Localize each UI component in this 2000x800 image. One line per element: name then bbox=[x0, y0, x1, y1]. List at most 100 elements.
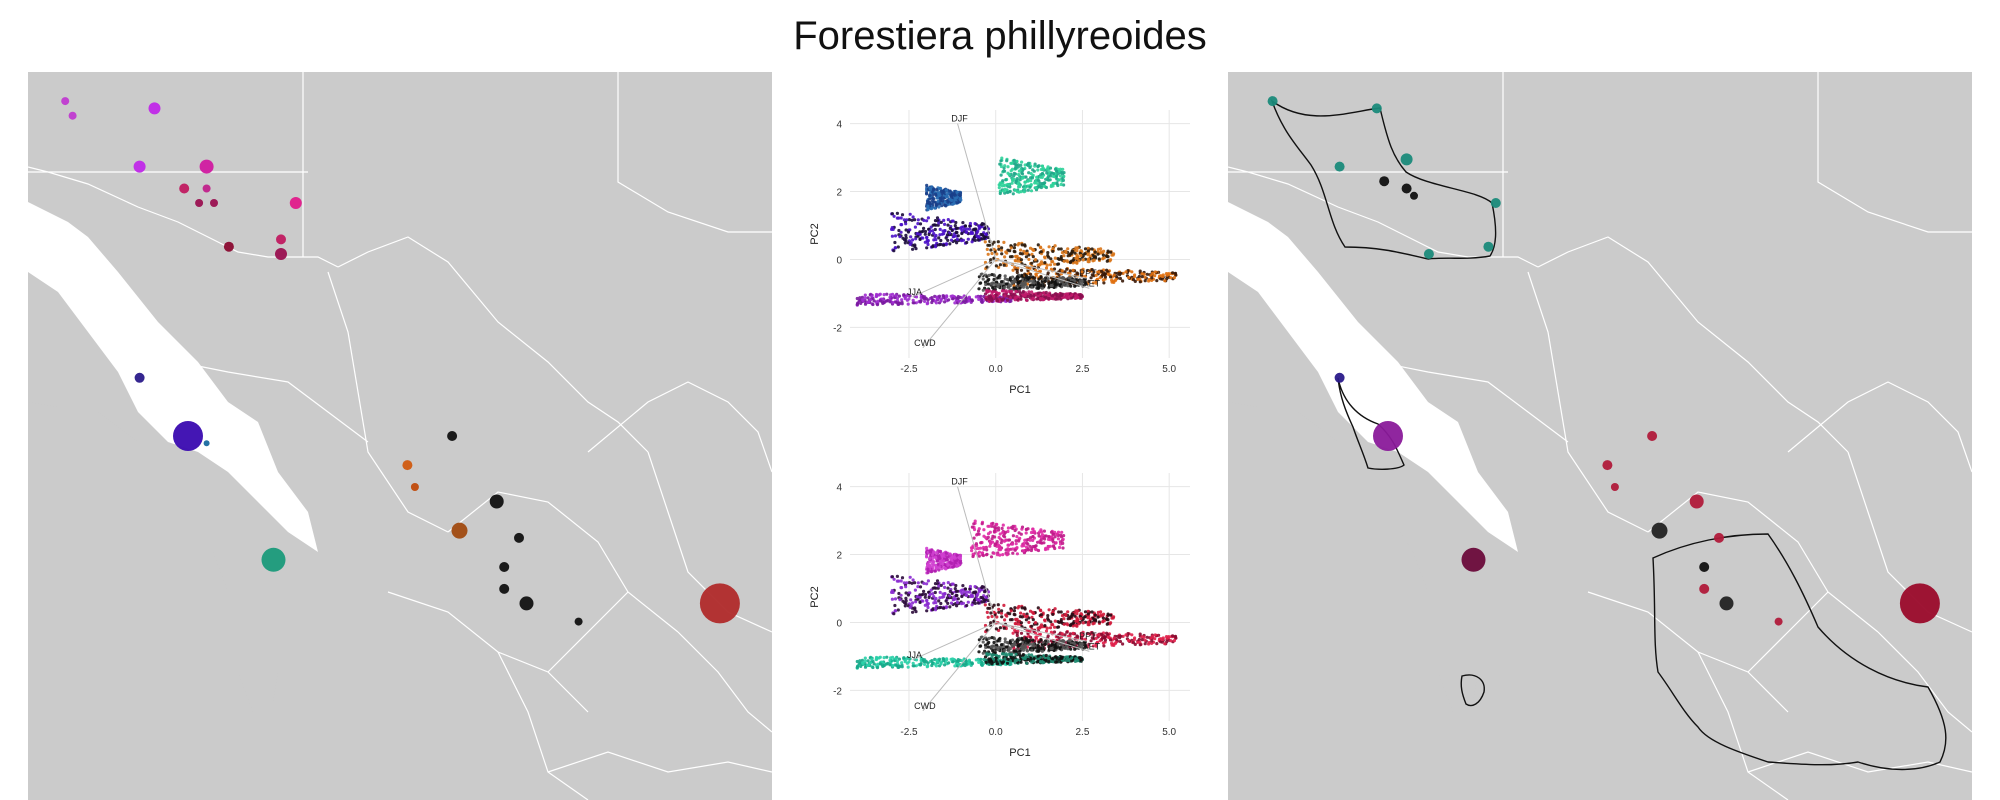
pca-point bbox=[1051, 612, 1055, 616]
pca-point bbox=[1009, 246, 1013, 250]
pca-point bbox=[1044, 639, 1048, 643]
x-tick-label: -2.5 bbox=[900, 727, 918, 738]
pca-point bbox=[1056, 537, 1060, 541]
pca-point bbox=[1026, 188, 1030, 192]
occurrence-point bbox=[199, 159, 214, 174]
y-tick-label: 2 bbox=[836, 188, 842, 199]
pca-point bbox=[992, 529, 996, 533]
pca-point bbox=[1027, 653, 1031, 657]
pca-point bbox=[1016, 165, 1020, 169]
pca-point bbox=[1163, 279, 1167, 283]
pca-point bbox=[918, 232, 922, 236]
pca-point bbox=[875, 303, 880, 307]
pca-point bbox=[1086, 620, 1091, 624]
pca-point bbox=[984, 297, 988, 301]
x-tick-label: 5.0 bbox=[1162, 364, 1176, 375]
pca-point bbox=[1121, 279, 1125, 283]
pca-point bbox=[1086, 246, 1090, 250]
pca-point bbox=[890, 589, 894, 593]
pca-point bbox=[942, 581, 946, 585]
pca-point bbox=[973, 585, 977, 589]
pca-point bbox=[1021, 167, 1025, 171]
pca-point bbox=[998, 532, 1002, 536]
pca-point bbox=[1097, 257, 1101, 261]
pca-point bbox=[995, 662, 1000, 666]
pca-point bbox=[972, 527, 977, 532]
pca-point bbox=[948, 189, 952, 193]
pca-point bbox=[954, 226, 958, 230]
pca-point bbox=[885, 655, 889, 659]
pca-point bbox=[953, 664, 957, 668]
pca-point bbox=[1070, 614, 1074, 618]
pca-point bbox=[1063, 633, 1067, 637]
pca-point bbox=[928, 187, 932, 191]
pca-point bbox=[913, 218, 917, 222]
pca-point bbox=[1049, 296, 1054, 300]
pca-point bbox=[925, 219, 929, 223]
pca-point bbox=[944, 242, 949, 246]
pca-top-ylabel: PC2 bbox=[809, 223, 821, 244]
pca-point bbox=[1036, 243, 1040, 247]
pca-point bbox=[1011, 526, 1015, 531]
pca-point bbox=[1051, 609, 1055, 614]
pca-point bbox=[925, 582, 929, 586]
pca-point bbox=[1030, 653, 1034, 657]
pca-point bbox=[1059, 247, 1063, 251]
pca-point bbox=[1048, 263, 1053, 267]
pca-point bbox=[984, 282, 988, 287]
pca-point bbox=[970, 525, 974, 529]
pca-point bbox=[888, 300, 892, 304]
pca-point bbox=[871, 302, 875, 307]
pca-point bbox=[1092, 633, 1096, 637]
x-tick-label: 0.0 bbox=[989, 364, 1003, 375]
pca-point bbox=[1045, 626, 1049, 630]
pca-point bbox=[980, 237, 984, 241]
pca-point bbox=[1042, 541, 1046, 545]
pca-point bbox=[1097, 633, 1101, 637]
pca-point bbox=[1098, 639, 1102, 643]
pca-point bbox=[955, 201, 959, 205]
pca-point bbox=[990, 251, 994, 256]
pca-point bbox=[863, 656, 867, 660]
occurrence-point bbox=[1899, 583, 1940, 624]
pca-point bbox=[1013, 162, 1017, 166]
pca-point bbox=[926, 562, 930, 566]
pca-point bbox=[948, 605, 952, 609]
pca-point bbox=[893, 603, 897, 608]
pca-point bbox=[1137, 274, 1141, 279]
pca-point bbox=[1028, 544, 1032, 548]
pca-point bbox=[892, 577, 896, 581]
pca-point bbox=[930, 296, 934, 300]
pca-point bbox=[1022, 190, 1026, 194]
pca-point bbox=[997, 247, 1001, 251]
pca-point bbox=[1074, 256, 1078, 260]
pca-point bbox=[1039, 638, 1043, 642]
pca-point bbox=[1019, 660, 1023, 664]
pca-point bbox=[885, 299, 889, 303]
pca-point bbox=[1046, 277, 1050, 281]
pca-point bbox=[999, 541, 1003, 545]
pca-point bbox=[1039, 609, 1043, 613]
pca-point bbox=[1047, 545, 1051, 549]
pca-point bbox=[985, 275, 989, 279]
pca-point bbox=[988, 660, 992, 664]
pca-point bbox=[908, 575, 912, 579]
pca-point bbox=[1047, 293, 1051, 298]
figure-title: Forestiera phillyreoides bbox=[793, 14, 1207, 58]
y-tick-label: 0 bbox=[836, 618, 842, 629]
pca-point bbox=[963, 587, 967, 591]
pca-point bbox=[1028, 536, 1033, 540]
pca-point bbox=[1000, 609, 1004, 613]
pca-point bbox=[983, 655, 988, 659]
pca-point bbox=[1056, 183, 1060, 188]
occurrence-point bbox=[68, 111, 77, 120]
pca-point bbox=[1020, 544, 1024, 548]
pca-point bbox=[877, 293, 881, 297]
pca-point bbox=[1042, 529, 1046, 533]
pca-bottom: DJF PPT AET JJA CWD -2.5 0.0 2.5 5.0 -2 0 2 4 PC1 P… bbox=[800, 463, 1200, 773]
pca-point bbox=[1039, 250, 1043, 254]
pca-point bbox=[1020, 637, 1024, 641]
pca-point bbox=[983, 603, 987, 607]
x-tick-label: 2.5 bbox=[1075, 364, 1089, 375]
